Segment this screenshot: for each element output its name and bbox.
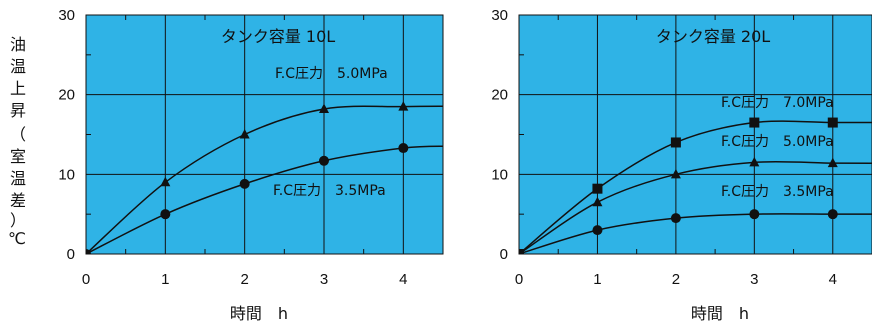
y-axis-label-char: 上: [10, 79, 26, 98]
data-point-square: [749, 117, 760, 128]
y-tick-label: 30: [58, 7, 75, 24]
data-point-square: [827, 117, 838, 128]
y-axis-label-char: 昇: [10, 101, 26, 120]
chart-tank-10l: 0 1 2 3 4 0 10 20 30 タンク容量 10L 時間 h F.C圧力 5.0MPa F.C…: [58, 7, 444, 323]
x-tick-label: 3: [750, 271, 758, 288]
plot-area: [85, 14, 444, 255]
series-layer: [519, 117, 872, 254]
data-point-triangle: [239, 129, 250, 139]
chart-tank-20l: 0 1 2 3 4 0 10 20 30 タンク容量 20L 時間 h F.C圧力 7.0MPa F.C…: [491, 7, 872, 323]
data-point-triangle: [398, 101, 409, 111]
data-point-circle: [749, 209, 760, 220]
data-point-triangle: [670, 168, 681, 179]
series-label: F.C圧力 7.0MPa: [721, 95, 834, 111]
data-point-triangle: [592, 196, 603, 207]
series-label: F.C圧力 5.0MPa: [275, 66, 388, 82]
chart-title: タンク容量 20L: [656, 27, 770, 46]
y-axis-label-char: 温: [10, 169, 26, 188]
y-tick-label: 20: [58, 87, 75, 104]
x-axis-label: 時間 h: [230, 304, 288, 323]
y-tick-label: 10: [58, 166, 75, 183]
data-point-square: [670, 137, 681, 148]
data-point-circle: [519, 249, 524, 254]
y-axis-label-char: 差: [10, 191, 26, 210]
data-point-circle: [160, 209, 171, 220]
series-label: F.C圧力 3.5MPa: [273, 183, 386, 199]
x-tick-label: 0: [515, 271, 523, 288]
chart-title: タンク容量 10L: [221, 27, 335, 46]
y-axis-label-char: ）: [10, 211, 26, 230]
y-tick-label: 0: [67, 246, 75, 263]
series-label: F.C圧力 5.0MPa: [721, 134, 834, 150]
data-point-circle: [86, 249, 91, 254]
x-tick-label: 2: [240, 271, 248, 288]
y-axis-label-char: 温: [10, 57, 26, 76]
y-tick-label: 30: [491, 7, 508, 24]
data-point-circle: [239, 178, 250, 189]
x-tick-label: 2: [672, 271, 680, 288]
y-tick-label: 10: [491, 166, 508, 183]
data-point-circle: [827, 209, 838, 220]
x-tick-label: 1: [593, 271, 601, 288]
y-axis-label-char: 室: [10, 147, 26, 166]
x-tick-label: 4: [829, 271, 837, 288]
data-point-circle: [398, 143, 409, 154]
y-axis-unit: ℃: [8, 229, 26, 248]
data-point-circle: [670, 213, 681, 224]
y-axis-label-char: （: [10, 125, 26, 144]
data-point-triangle: [160, 176, 171, 187]
x-tick-label: 4: [399, 271, 407, 288]
data-point-circle: [592, 225, 603, 236]
data-point-triangle: [749, 156, 760, 167]
data-point-circle: [319, 155, 329, 166]
series-label: F.C圧力 3.5MPa: [721, 184, 834, 200]
x-tick-label: 3: [320, 271, 328, 288]
series-layer: [86, 101, 443, 254]
y-tick-label: 0: [500, 246, 508, 263]
x-tick-label: 1: [161, 271, 169, 288]
data-point-triangle: [827, 157, 838, 168]
y-tick-label: 20: [491, 87, 508, 104]
y-axis-label-char: 油: [10, 35, 26, 54]
data-point-triangle: [319, 103, 329, 114]
x-tick-label: 0: [82, 271, 90, 288]
x-axis-label: 時間 h: [691, 304, 749, 323]
data-point-square: [592, 183, 603, 194]
